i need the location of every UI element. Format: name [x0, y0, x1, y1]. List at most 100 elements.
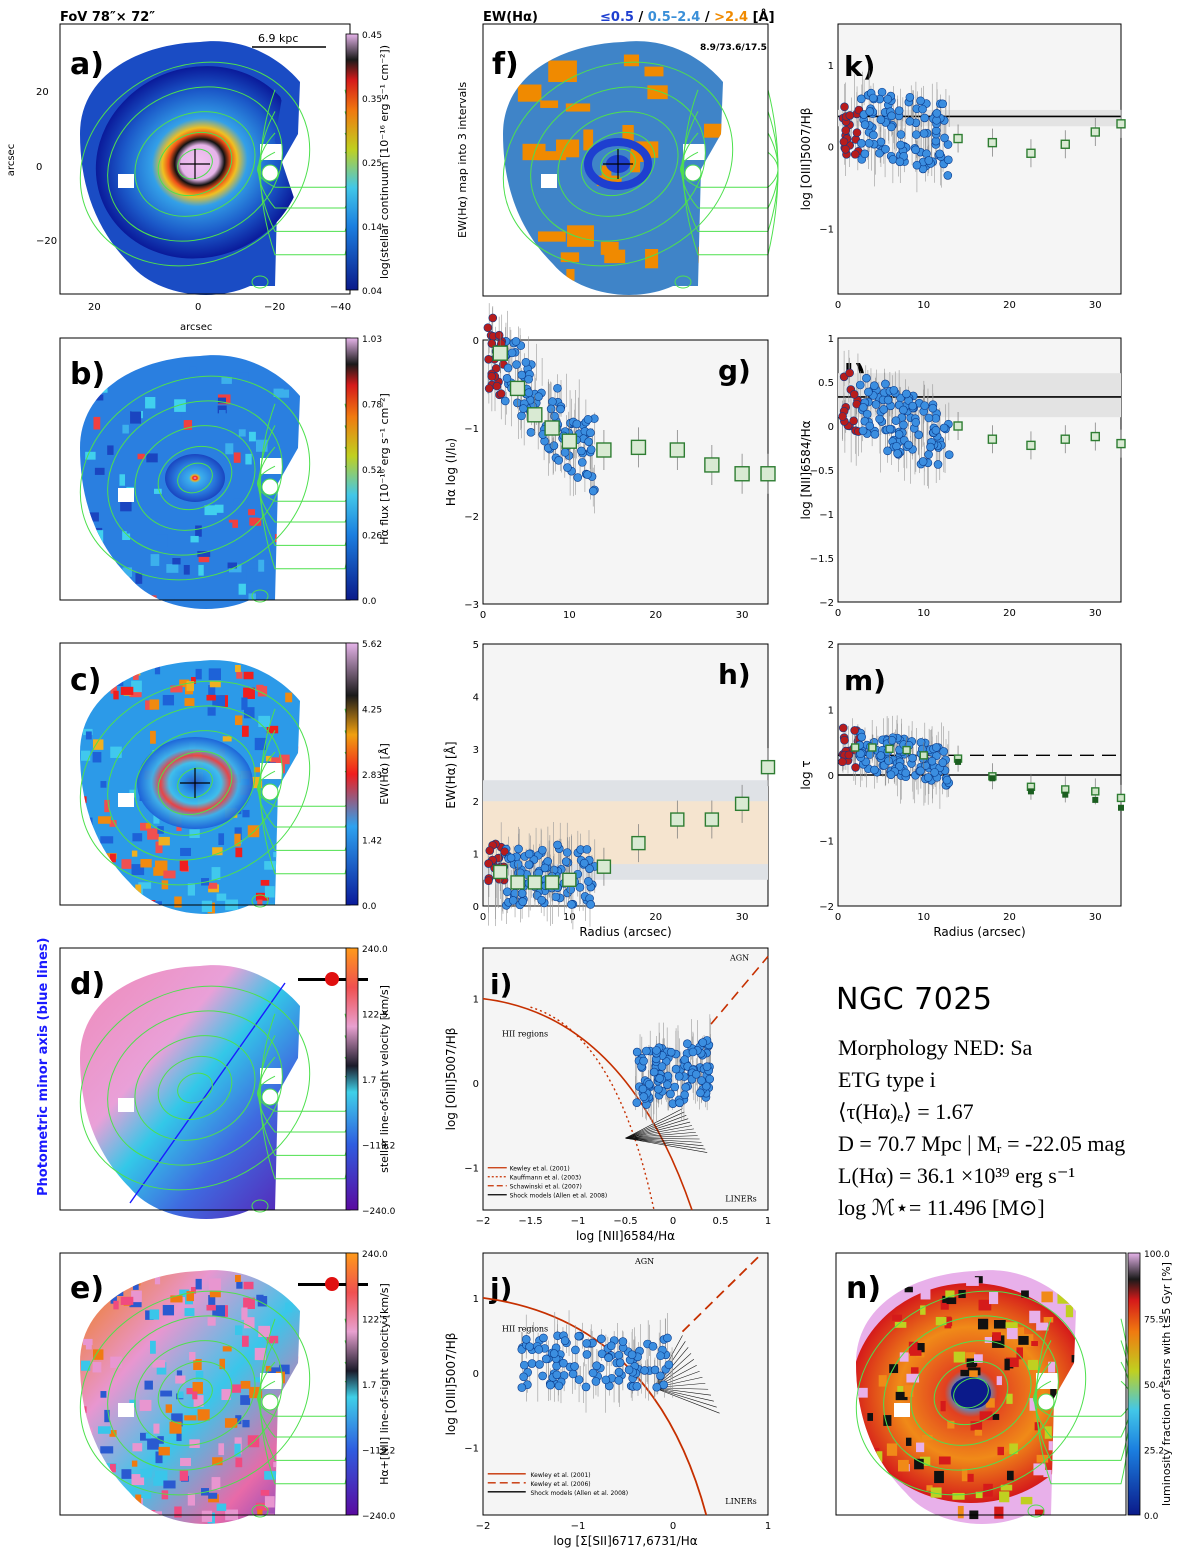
map-pixel — [152, 1360, 166, 1368]
data-point — [583, 415, 593, 424]
data-point — [524, 849, 534, 859]
isophote-contour — [107, 86, 283, 242]
map-pixel — [227, 562, 238, 569]
x-tick: 0 — [195, 302, 201, 313]
map-pixel — [176, 823, 182, 832]
isophote-contour — [134, 111, 256, 217]
data-point — [614, 1367, 624, 1377]
map-pixel — [243, 1281, 254, 1290]
map-pixel — [1041, 1291, 1053, 1303]
map-pixel — [257, 1296, 268, 1307]
small-contour — [674, 275, 692, 289]
data-point — [615, 1358, 625, 1368]
x-tick: 20 — [1003, 300, 1016, 311]
map-pixel — [1057, 1291, 1070, 1304]
y-tick: −1 — [464, 1444, 479, 1455]
map-pixel — [218, 833, 225, 846]
colorbar-tick: −240.0 — [362, 1207, 396, 1217]
map-pixel — [241, 1307, 248, 1320]
map-pixel — [935, 1316, 947, 1326]
map-pixel — [1059, 1514, 1071, 1524]
tau-line: ⟨τ(Hα)ₑ⟩ = 1.67 — [838, 1099, 974, 1124]
radial-bin-marker — [953, 421, 963, 431]
colorbar-tick: 240.0 — [362, 1250, 388, 1260]
isophote-contour — [157, 1360, 233, 1426]
data-point — [518, 897, 528, 906]
radial-bin-marker — [902, 745, 911, 755]
map-pixel — [150, 730, 156, 744]
map-pixel — [246, 554, 257, 566]
map-pixel — [85, 451, 96, 460]
map-pixel — [289, 856, 300, 864]
data-point — [512, 360, 521, 369]
map-pixel — [81, 1406, 87, 1414]
scale-bar-label: 6.9 kpc — [258, 32, 298, 45]
y-axis-label: log [OIII]5007/Hβ — [799, 108, 813, 211]
y-axis-label: EW(Hα) [Å] — [443, 741, 458, 808]
map-pixel — [297, 814, 300, 822]
map-pixel — [107, 445, 114, 455]
map-pixel — [255, 1502, 269, 1511]
isophote-contour — [107, 400, 283, 556]
data-point — [521, 1335, 531, 1344]
radial-bin-marker — [704, 457, 720, 473]
radial-bin-marker — [1116, 119, 1126, 129]
radial-bin-marker — [1116, 438, 1126, 449]
plots-layer: 0 10 20 300−1−2−3Hα log (I/I₀)g)0 10 20 305432… — [443, 23, 1126, 1548]
ew-stats: 8.9/73.6/17.5 — [700, 43, 767, 53]
map-pixel — [253, 1377, 267, 1383]
map-pixel — [254, 1347, 266, 1361]
data-point — [933, 460, 943, 469]
panel-label: f) — [492, 47, 519, 82]
map-pixel — [119, 474, 126, 486]
y-axis-label: Hα log (I/I₀) — [444, 438, 458, 506]
map-pixel — [974, 1354, 983, 1363]
data-point — [840, 102, 849, 112]
map-pixel — [243, 687, 255, 700]
map-pixel — [236, 671, 243, 679]
region-label-agn: AGN — [729, 954, 749, 963]
data-point — [884, 756, 893, 766]
map-pixel — [883, 1511, 890, 1522]
shock-model-grid — [625, 1108, 683, 1139]
y-tick: 0 — [828, 422, 834, 433]
map-pixel — [930, 1487, 942, 1498]
y-tick: 2 — [473, 797, 479, 808]
radial-bin-marker — [670, 812, 685, 827]
data-point — [943, 171, 953, 180]
ew-high-patch — [644, 66, 664, 77]
map-pixel — [265, 755, 272, 762]
data-point — [632, 1098, 642, 1107]
map-pixel — [1031, 1341, 1038, 1347]
colorbar-tick: 122.5 — [362, 1316, 388, 1326]
y-tick: 0 — [828, 771, 834, 782]
map-pixel — [906, 1373, 920, 1383]
map-pixel — [236, 1281, 243, 1289]
ew-high-patch — [604, 249, 626, 264]
data-point — [871, 400, 881, 409]
radial-bin-marker — [850, 743, 860, 752]
data-point — [663, 1333, 672, 1343]
map-pixel — [892, 1314, 902, 1321]
colorbar-tick: −119.2 — [362, 1142, 395, 1152]
map-pixel — [1005, 1357, 1019, 1368]
shock-model-grid — [625, 1111, 685, 1139]
data-point — [901, 768, 911, 778]
panel-label: c) — [70, 663, 102, 698]
map-pixel — [1067, 1410, 1076, 1421]
data-point — [656, 1371, 665, 1381]
map-pixel — [246, 568, 257, 582]
map-frame — [482, 23, 769, 297]
colorbar-tick: 122.5 — [362, 1011, 388, 1021]
map-pixel — [179, 1289, 190, 1298]
isophote-contour — [134, 425, 256, 531]
map-pixel — [166, 564, 179, 573]
map-pixel — [262, 555, 275, 565]
map-pixel — [110, 677, 124, 687]
data-point — [850, 726, 859, 735]
radial-bin-marker — [885, 744, 894, 753]
shock-model-grid — [625, 1137, 704, 1147]
data-point — [521, 357, 531, 367]
map-pixel — [1036, 1322, 1049, 1331]
map-pixel — [234, 833, 241, 847]
